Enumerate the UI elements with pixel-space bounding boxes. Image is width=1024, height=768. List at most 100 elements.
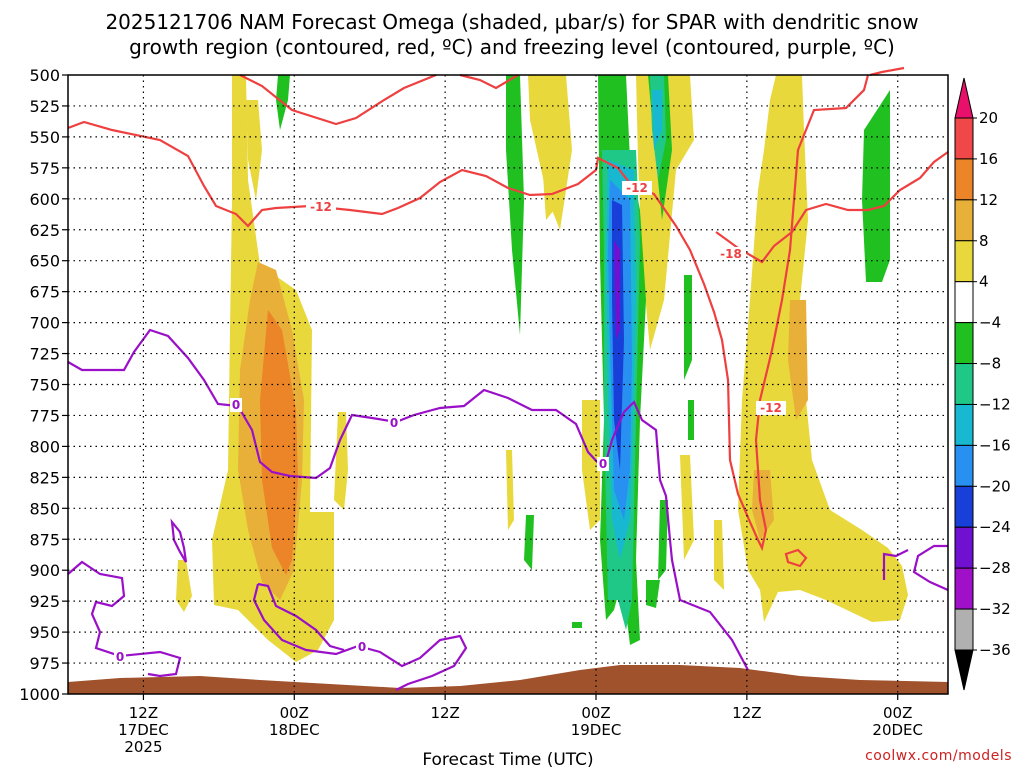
colorbar: 20 16 12 8 4 −4 −8 −12 −16 −20 −24 −28 −32 −36 — [954, 77, 1011, 691]
y-tick-label: 600 — [29, 190, 60, 209]
purple-label-bg-1 — [230, 398, 242, 412]
x-tick-label: 12Z — [732, 704, 761, 722]
x-tick-label: 2025 — [124, 738, 162, 756]
purple-label-bg-4 — [114, 650, 126, 664]
colorbar-box — [954, 322, 974, 365]
purple-contour-label-3: 0 — [599, 457, 607, 471]
red-label-bg-3 — [716, 247, 746, 261]
purple-contour-label-2: 0 — [390, 416, 398, 430]
x-tick-label: 12Z — [129, 704, 158, 722]
omega-yellow-region-4 — [176, 560, 192, 612]
purple-label-bg-3 — [597, 457, 609, 471]
colorbar-label: −24 — [979, 518, 1011, 536]
colorbar-label: 4 — [979, 273, 989, 291]
purple-contour-bottom2 — [257, 582, 345, 652]
purple-label-bg-2 — [388, 416, 400, 430]
colorbar-box — [954, 199, 974, 242]
red-contour-top2 — [459, 73, 519, 90]
watermark: coolwx.com/models — [865, 748, 1012, 764]
red-contour-label-2: -12 — [626, 181, 648, 195]
omega-yellow-region-11 — [714, 520, 724, 590]
y-tick-label: 775 — [29, 406, 60, 425]
purple-contour-labels: 0 0 0 0 0 — [114, 398, 609, 664]
red-contour-top3 — [869, 66, 905, 77]
x-tick-label: 18DEC — [269, 721, 320, 739]
y-tick-label: 675 — [29, 283, 60, 302]
x-axis-label: Forecast Time (UTC) — [422, 750, 593, 768]
purple-label-bg-5 — [356, 640, 368, 654]
colorbar-label: −28 — [979, 559, 1011, 577]
red-label-bg-4 — [756, 401, 786, 415]
omega-yellow-region-10 — [680, 455, 694, 560]
purple-contour-label-5: 0 — [358, 640, 366, 654]
y-tick-label: 725 — [29, 345, 60, 364]
red-contour-label-3: -18 — [720, 247, 742, 261]
y-tick-label: 700 — [29, 314, 60, 333]
colorbar-box — [954, 608, 974, 651]
purple-contour-right — [882, 549, 909, 580]
omega-green-region-8 — [658, 500, 668, 580]
red-contour-label-1: -12 — [310, 200, 332, 214]
red-contour-ring — [784, 548, 808, 568]
x-tick-label: 20DEC — [872, 721, 923, 739]
colorbar-label: −4 — [979, 314, 1001, 332]
omega-green-region-7 — [688, 400, 694, 440]
colorbar-label: −36 — [979, 641, 1011, 659]
colorbar-box — [954, 526, 974, 569]
omega-green-region-10 — [572, 622, 582, 628]
colorbar-box — [954, 240, 974, 283]
colorbar-label: −16 — [979, 436, 1011, 454]
purple-contour-label-4: 0 — [116, 650, 124, 664]
y-tick-label: 650 — [29, 252, 60, 271]
colorbar-label: −12 — [979, 395, 1011, 413]
y-tick-label: 750 — [29, 376, 60, 395]
x-tick-label: 00Z — [883, 704, 912, 722]
colorbar-box — [954, 117, 974, 160]
y-tick-label: 875 — [29, 530, 60, 549]
y-tick-label: 950 — [29, 623, 60, 642]
chart-title-line2: growth region (contoured, red, ºC) and f… — [129, 35, 895, 59]
omega-yellow-region-12 — [738, 75, 908, 622]
y-tick-label: 925 — [29, 592, 60, 611]
colorbar-label: 20 — [979, 109, 998, 127]
x-tick-label: 12Z — [430, 704, 459, 722]
plot-border — [67, 74, 949, 695]
purple-contour-left — [67, 560, 182, 678]
omega-green-region-11 — [862, 90, 890, 282]
red-label-bg-2 — [622, 181, 652, 195]
colorbar-label: 12 — [979, 191, 998, 209]
red-contour-label-4: -12 — [760, 401, 782, 415]
x-tick-label: 19DEC — [571, 721, 622, 739]
red-contour-labels: -12 -12 -18 -12 — [306, 181, 786, 415]
colorbar-label: 8 — [979, 232, 989, 250]
omega-yellow-region-2 — [246, 100, 262, 200]
omega-green-region-3 — [524, 515, 534, 570]
y-tick-label: 850 — [29, 499, 60, 518]
purple-contour-bottom — [252, 583, 468, 691]
colorbar-box — [954, 363, 974, 405]
omega-yellow-region-8 — [542, 160, 554, 220]
colorbar-label: −32 — [979, 600, 1011, 618]
purple-contour-label-1: 0 — [232, 398, 240, 412]
omega-yellow-region-9 — [636, 75, 694, 350]
colorbar-box — [954, 403, 974, 446]
omega-gold-region-2 — [752, 470, 774, 540]
y-tick-label: 975 — [29, 654, 60, 673]
colorbar-bottom-triangle — [954, 649, 974, 691]
x-tick-label: 00Z — [581, 704, 610, 722]
x-tick-label: 00Z — [280, 704, 309, 722]
y-axis: 500 525 550 575 600 625 650 675 700 725 750 775 800 8… — [19, 66, 68, 704]
omega-purple-region-1 — [614, 240, 620, 340]
purple-contour-right2 — [912, 544, 949, 592]
terrain-ground — [68, 665, 948, 694]
red-contour-mid — [715, 151, 949, 264]
colorbar-top-triangle — [954, 77, 974, 119]
y-tick-label: 900 — [29, 561, 60, 580]
chart-title-line1: 2025121706 NAM Forecast Omega (shaded, µ… — [105, 10, 918, 34]
omega-yellow-region-5 — [506, 450, 514, 530]
y-tick-label: 800 — [29, 437, 60, 456]
y-tick-label: 1000 — [19, 685, 60, 704]
y-tick-label: 575 — [29, 159, 60, 178]
